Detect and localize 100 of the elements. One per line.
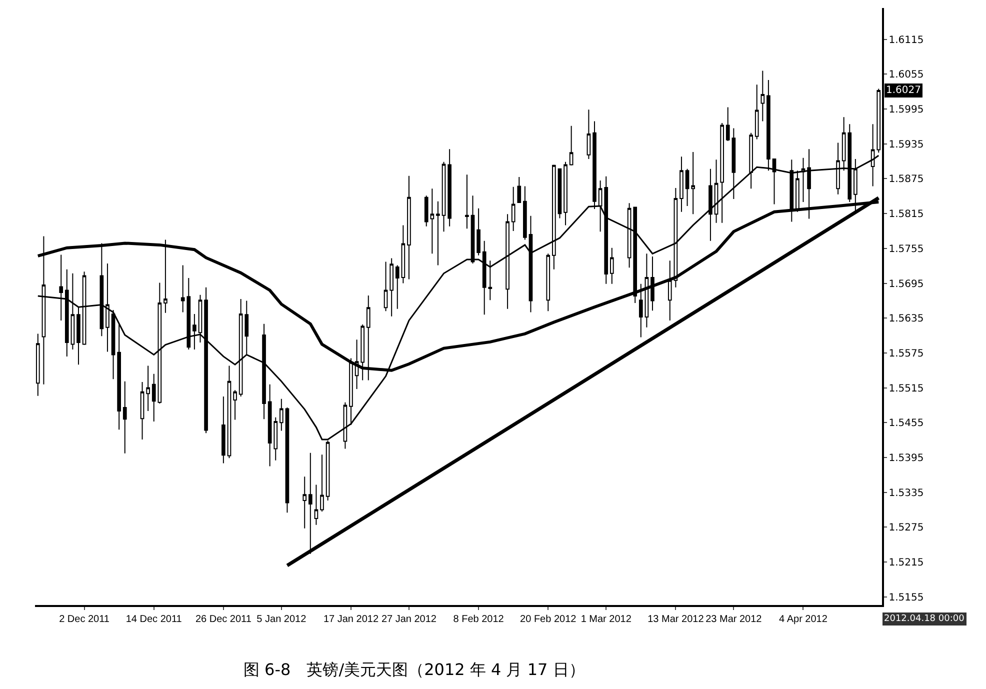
y-tick-label: 1.5995 — [888, 104, 924, 116]
candlestick — [546, 253, 550, 312]
candlestick — [192, 314, 196, 350]
y-tick-label: 1.5335 — [888, 488, 924, 499]
candlestick — [523, 186, 527, 240]
candlestick — [754, 84, 759, 140]
candlestick — [76, 306, 80, 366]
candlestick — [320, 454, 324, 512]
x-tick-label: 17 Jan 2012 — [323, 614, 379, 625]
candlestick — [268, 384, 272, 467]
candlestick — [140, 382, 144, 440]
candlestick — [64, 268, 69, 357]
candlestick — [644, 253, 649, 328]
y-tick-label: 1.5875 — [888, 174, 924, 186]
candlestick — [82, 271, 86, 346]
candlestick — [668, 260, 672, 321]
candlestick — [517, 176, 522, 204]
candlestick — [308, 452, 312, 554]
candlestick — [680, 156, 684, 212]
candlestick — [106, 263, 110, 352]
candlestick — [227, 365, 232, 459]
candlestick — [117, 323, 121, 430]
y-tick-label: 1.5155 — [888, 592, 924, 604]
candlestick — [407, 175, 411, 280]
candlestick — [198, 294, 202, 344]
y-tick-label: 1.5695 — [888, 278, 924, 290]
x-tick-label: 26 Dec 2011 — [195, 614, 252, 625]
y-tick-label: 1.5455 — [888, 418, 924, 430]
y-tick-label: 1.6055 — [888, 70, 924, 81]
y-tick-label: 1.5815 — [888, 209, 924, 220]
candlestick — [395, 264, 400, 310]
y-tick-label: 1.5215 — [888, 558, 924, 569]
text: 图 6-8 英镑/美元天图（2012 年 4 月 17 日） — [243, 660, 585, 680]
candlestick — [552, 164, 556, 270]
candlestick — [714, 159, 718, 224]
y-tick-label: 1.5755 — [888, 244, 924, 255]
x-tick-label: 20 Feb 2012 — [520, 614, 577, 625]
candlestick — [111, 309, 116, 380]
candlestick — [59, 254, 64, 321]
candlestick — [476, 208, 480, 256]
candlestick — [436, 200, 440, 266]
x-tick-label: 8 Feb 2012 — [453, 614, 504, 625]
y-tick-label: 1.5515 — [888, 383, 924, 394]
candlestick — [511, 186, 516, 232]
candlestick — [448, 148, 452, 227]
candlestick — [36, 333, 40, 396]
x-tick-label: 13 Mar 2012 — [648, 614, 704, 625]
y-tick-label: 1.6115 — [888, 34, 924, 46]
candlestick — [384, 261, 388, 312]
x-tick-label: 5 Jan 2012 — [256, 614, 307, 625]
candlestick — [650, 256, 654, 312]
candlestick — [506, 214, 510, 310]
candlestick — [564, 161, 568, 226]
candlestick — [604, 176, 608, 284]
candlestick — [122, 380, 127, 454]
candlestick — [685, 168, 690, 207]
candlestick — [204, 286, 208, 434]
candlestick — [638, 283, 643, 338]
candlestick — [401, 224, 406, 284]
candlestick — [280, 398, 284, 432]
candlestick — [726, 106, 730, 142]
candlestick — [442, 161, 446, 232]
x-tick-label: 14 Dec 2011 — [126, 614, 182, 625]
x-tick-label: 23 Mar 2012 — [706, 614, 762, 625]
x-tick-label: 27 Jan 2012 — [381, 614, 437, 625]
candlestick — [801, 157, 806, 202]
candlestick — [586, 109, 591, 160]
candlestick — [558, 168, 562, 219]
candlestick — [424, 195, 428, 227]
candlestick — [302, 476, 307, 529]
candlestick — [708, 168, 712, 242]
x-tick-label: 4 Apr 2012 — [779, 614, 828, 625]
candlestick — [772, 158, 776, 205]
candlestick — [100, 242, 104, 337]
candlestick — [691, 152, 695, 215]
candlestick — [70, 272, 75, 350]
candlestick — [164, 239, 168, 314]
y-tick-label: 1.5635 — [888, 314, 924, 325]
candlestick — [274, 416, 278, 461]
candlestick — [627, 202, 632, 268]
text: 2012.04.18 00:00 — [884, 614, 965, 624]
candlestick — [470, 195, 475, 264]
candlestick — [233, 390, 237, 420]
x-tick-label: 1 Mar 2012 — [580, 614, 632, 625]
candlestick — [760, 70, 765, 122]
y-tick-label: 1.5935 — [888, 139, 924, 150]
candlestick — [633, 206, 638, 304]
candlestick — [146, 365, 150, 412]
candlestick — [285, 407, 290, 514]
annotation: 1.6027 — [886, 85, 921, 96]
candlestick — [528, 215, 533, 313]
candlestick — [569, 125, 574, 166]
candlestick — [314, 484, 318, 526]
y-tick-label: 1.5575 — [888, 348, 924, 360]
candlestick — [610, 247, 614, 284]
candlestick — [598, 180, 602, 232]
candlestick — [222, 396, 226, 464]
candlestick — [465, 174, 469, 230]
y-tick-label: 1.5275 — [888, 522, 924, 534]
y-tick-label: 1.5395 — [888, 452, 924, 464]
